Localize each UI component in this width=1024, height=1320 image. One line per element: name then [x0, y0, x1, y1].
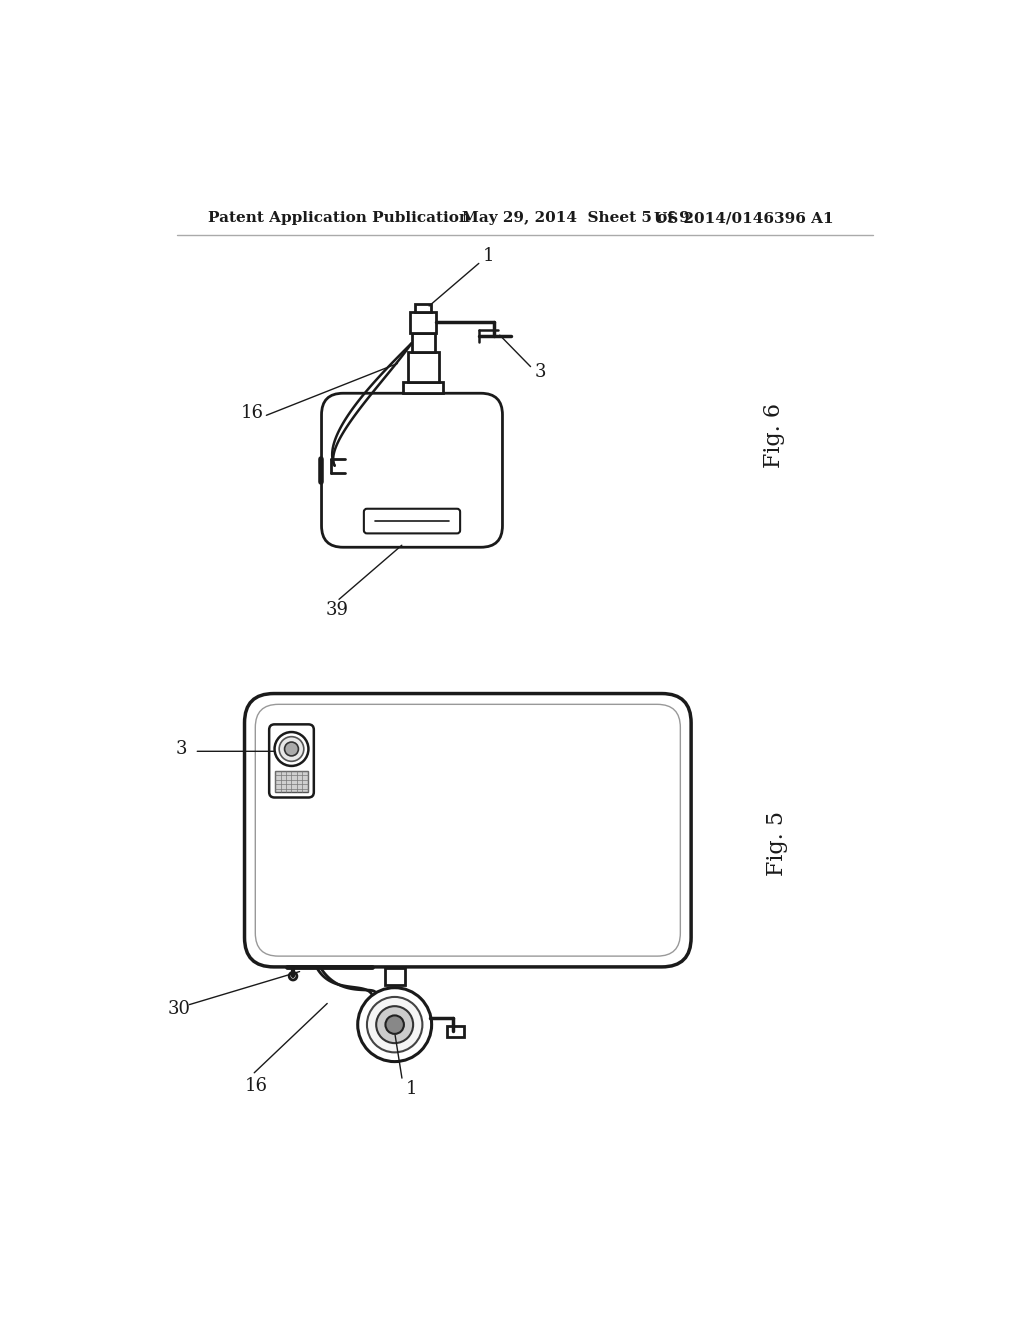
- Text: 16: 16: [241, 404, 263, 421]
- Circle shape: [385, 1015, 403, 1034]
- Text: Patent Application Publication: Patent Application Publication: [208, 211, 470, 226]
- Text: US 2014/0146396 A1: US 2014/0146396 A1: [654, 211, 834, 226]
- Text: Fig. 5: Fig. 5: [766, 812, 788, 876]
- Bar: [403, 381, 443, 393]
- Text: 39: 39: [326, 602, 348, 619]
- Bar: [410, 312, 436, 333]
- FancyBboxPatch shape: [364, 508, 460, 533]
- Bar: [275, 771, 307, 792]
- Bar: [412, 333, 435, 352]
- Circle shape: [280, 737, 304, 762]
- Bar: [416, 304, 431, 312]
- Bar: [447, 1026, 464, 1038]
- Text: 3: 3: [535, 363, 547, 381]
- Circle shape: [376, 1006, 413, 1043]
- Text: Fig. 6: Fig. 6: [763, 403, 784, 469]
- Text: 3: 3: [175, 741, 186, 758]
- Circle shape: [285, 742, 298, 756]
- Text: May 29, 2014  Sheet 5 of 9: May 29, 2014 Sheet 5 of 9: [462, 211, 689, 226]
- Text: 16: 16: [245, 1077, 267, 1096]
- FancyBboxPatch shape: [245, 693, 691, 966]
- FancyBboxPatch shape: [269, 725, 313, 797]
- Text: 1: 1: [483, 247, 495, 265]
- Bar: [408, 352, 438, 381]
- Text: 1: 1: [407, 1080, 418, 1097]
- Circle shape: [367, 997, 422, 1052]
- Bar: [385, 969, 404, 985]
- Text: 30: 30: [168, 1001, 190, 1018]
- FancyBboxPatch shape: [322, 393, 503, 548]
- Circle shape: [357, 987, 432, 1061]
- Circle shape: [274, 733, 308, 766]
- Circle shape: [289, 973, 297, 979]
